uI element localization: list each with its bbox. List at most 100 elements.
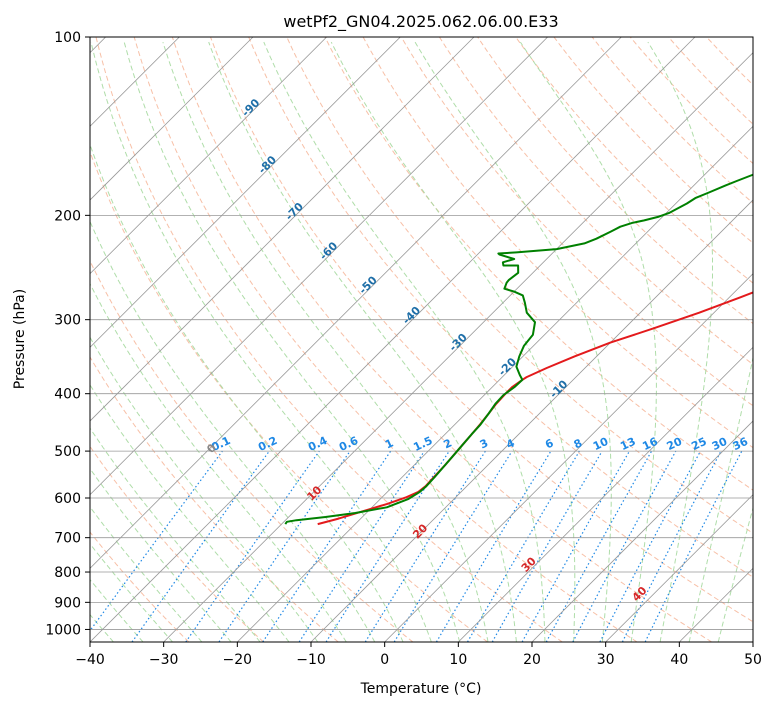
- moist-adiabat: [647, 41, 713, 642]
- dry-adiabat: [438, 37, 753, 366]
- mixing-ratio-line: [644, 450, 743, 642]
- moist-adiabat: [263, 41, 546, 642]
- dry-adiabat-label: -70: [283, 200, 306, 223]
- mixing-ratio-label: 6: [543, 436, 556, 451]
- moist-adiabat: [717, 506, 753, 642]
- mixing-ratio-label: 36: [731, 435, 751, 453]
- dry-adiabat-label: -30: [447, 331, 470, 354]
- mixing-ratio-line: [572, 450, 677, 642]
- dry-adiabat: [248, 37, 753, 578]
- chart-title: wetPf2_GN04.2025.062.06.00.E33: [283, 12, 558, 32]
- isotherm-gridline: [90, 37, 327, 275]
- dry-adiabat: [171, 37, 712, 642]
- moist-adiabat: [330, 41, 576, 642]
- grid-lines: [90, 37, 753, 642]
- x-tick-label: 40: [670, 652, 688, 668]
- mixing-ratio-line: [262, 450, 392, 642]
- dry-adiabat: [324, 37, 753, 491]
- x-tick-label: −10: [296, 652, 326, 668]
- mixing-ratio-line: [131, 450, 270, 642]
- moist-adiabat: [90, 467, 232, 642]
- isotherm-gridline: [752, 641, 753, 642]
- moist-adiabat: [90, 41, 432, 642]
- mixing-ratio-label: 1: [383, 436, 395, 451]
- moist-adiabat: [414, 41, 612, 642]
- mixing-ratio-line: [521, 450, 631, 642]
- dry-adiabat: [553, 37, 753, 244]
- dry-adiabat: [95, 37, 563, 642]
- moist-adiabat: [90, 282, 347, 642]
- profile-lines: [284, 173, 753, 526]
- dry-adiabat: [400, 37, 753, 407]
- isotherm-gridline: [90, 37, 475, 422]
- mixing-ratio-line: [90, 450, 223, 632]
- isotherm-gridline: [90, 37, 548, 496]
- mixing-ratio-label: 10: [591, 435, 611, 453]
- mixing-ratio-line: [435, 450, 552, 642]
- y-tick-label: 800: [54, 565, 81, 581]
- isotherm-gridline: [90, 37, 254, 201]
- y-tick-label: 700: [54, 531, 81, 547]
- isotherm-gridline: [90, 37, 696, 642]
- y-tick-label: 500: [54, 444, 81, 460]
- dry-adiabat: [90, 445, 264, 642]
- moist-adiabat: [90, 336, 319, 642]
- moist-adiabat: [162, 41, 489, 642]
- x-tick-label: 50: [744, 652, 762, 668]
- mixing-ratio-label: 2: [442, 436, 454, 451]
- isotherm-gridline: [679, 567, 753, 642]
- mixing-ratio-label: 13: [618, 435, 637, 453]
- dry-adiabat-label: -60: [317, 239, 340, 262]
- isotherm-gridline: [384, 273, 753, 642]
- dry-adiabat-label: -40: [400, 304, 423, 327]
- dry-adiabat: [90, 150, 488, 642]
- mixing-ratio-label: 3: [478, 436, 490, 451]
- isotherm-gridline: [605, 494, 753, 642]
- dewpoint-profile: [284, 173, 753, 525]
- dry-adiabat-label: -20: [496, 355, 519, 378]
- isotherm-gridline: [90, 37, 622, 569]
- x-tick-label: 10: [449, 652, 467, 668]
- x-tick-label: 20: [523, 652, 541, 668]
- y-tick-label: 400: [54, 387, 81, 403]
- line-labels: 0.1 0.2 0.4 0.6 1 1.5 2 3 4 6 8 10 13 16 20 25 30 36-90-8…: [204, 96, 750, 604]
- isotherm-gridline: [531, 420, 753, 642]
- mixing-ratio-line: [393, 450, 513, 642]
- y-tick-label: 600: [54, 491, 81, 507]
- y-tick-label: 100: [54, 30, 81, 46]
- mixing-ratio-line: [545, 450, 653, 642]
- isotherm-gridline: [90, 37, 401, 348]
- mixing-ratio-line: [185, 450, 320, 642]
- dry-adiabat: [362, 37, 753, 449]
- x-tick-label: −40: [75, 652, 105, 668]
- isotherm-gridline: [458, 346, 753, 642]
- dry-adiabat: [133, 37, 638, 642]
- isotherm-gridline: [237, 125, 753, 642]
- y-tick-label: 1000: [45, 622, 81, 638]
- dry-adiabat-label: -10: [547, 377, 570, 400]
- mixing-ratio-label: 16: [640, 435, 660, 453]
- moist-adiabat: [519, 41, 657, 642]
- moist-adiabat: [90, 383, 290, 642]
- x-tick-label: 0: [380, 652, 389, 668]
- mixing-ratio-label: 20: [665, 435, 685, 453]
- dry-adiabat: [90, 259, 414, 642]
- isotherm-gridline: [310, 199, 753, 642]
- y-tick-label: 300: [54, 313, 81, 329]
- y-axis-label: Pressure (hPa): [12, 289, 28, 389]
- moist-adiabat: [688, 355, 753, 642]
- moist-adiabat: [123, 41, 461, 642]
- mixing-ratio-label: 30: [710, 435, 730, 453]
- dry-adiabat: [477, 37, 753, 325]
- dry-adiabat-label: -90: [239, 96, 262, 119]
- moist-adiabat: [90, 506, 203, 642]
- dry-adiabat: [706, 37, 753, 86]
- y-tick-label: 900: [54, 595, 81, 611]
- x-axis-label: Temperature (°C): [360, 681, 482, 697]
- mixing-ratio-label: 25: [689, 435, 708, 453]
- dry-adiabat: [210, 37, 753, 623]
- plot-frame: [89, 36, 754, 643]
- mixing-ratio-line: [218, 450, 351, 642]
- dry-adiabat: [90, 356, 339, 642]
- dry-adiabat: [515, 37, 753, 284]
